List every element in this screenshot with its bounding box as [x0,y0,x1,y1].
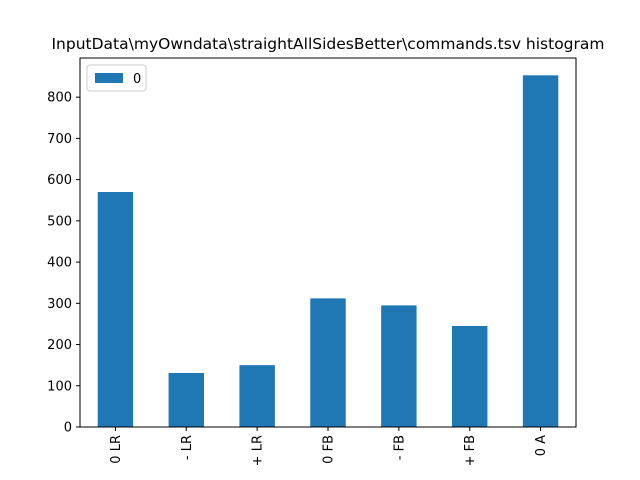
axes-layer: 0 100 200 300 400 500 600 700 800 0 LR - LR + LR 0 F… [47,57,577,466]
bar-0-fb-3 [310,298,346,427]
y-tick-label: 100 [47,379,72,394]
bar-0-a-6 [522,75,559,428]
y-tick-label: 0 [64,421,72,436]
x-tick-label: + FB [463,435,478,466]
y-tick-label: 800 [47,91,72,106]
y-tick-label: 200 [47,338,72,353]
bar-lr-2 [239,365,275,427]
y-tick-label: 600 [47,173,72,188]
x-tick-label: 0 LR [109,435,124,464]
x-tick-label: - FB [392,435,407,460]
bar-fb-4 [381,305,417,427]
chart-title: InputData\myOwndata\straightAllSidesBett… [51,35,604,53]
y-tick-label: 700 [47,132,72,147]
y-tick-label: 400 [47,256,72,271]
x-tick-label: - LR [180,435,195,460]
bar-lr-1 [168,372,204,427]
x-tick-label: 0 A [534,435,549,456]
legend-swatch [95,73,123,83]
legend: 0 [86,64,147,92]
bar-fb-5 [452,325,488,427]
x-tick-label: + LR [251,435,266,466]
legend-label: 0 [133,72,141,87]
y-tick-label: 300 [47,297,72,312]
y-tick-label: 500 [47,214,72,229]
bars-layer [97,75,559,428]
x-tick-label: 0 FB [322,435,337,464]
bar-0-lr-0 [97,191,134,427]
